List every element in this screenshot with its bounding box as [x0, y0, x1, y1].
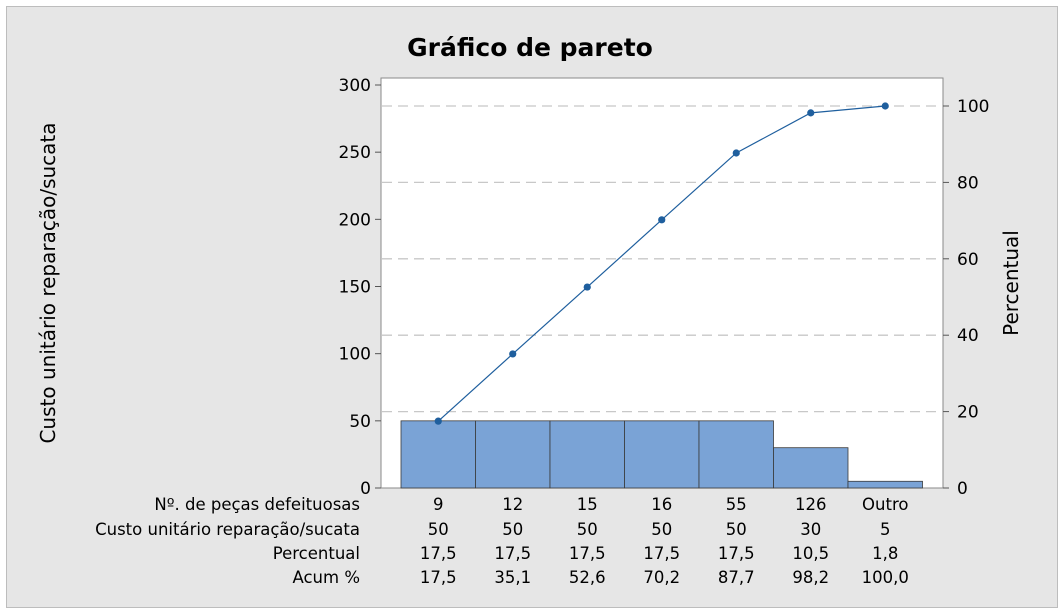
table-cell: 70,2 [643, 568, 680, 587]
table-cell: 50 [651, 520, 672, 539]
table-cell: 17,5 [494, 544, 531, 563]
table-cell: 126 [795, 495, 827, 514]
cumulative-point-15 [583, 283, 591, 291]
y-tick-label: 50 [349, 412, 371, 432]
cumulative-point-126 [807, 109, 815, 117]
table-cell: 1,8 [872, 544, 898, 563]
table-cell: 9 [433, 495, 444, 514]
table-row-label: Custo unitário reparação/sucata [95, 520, 360, 539]
table-cell: 5 [880, 520, 891, 539]
y2-tick-label: 40 [957, 326, 979, 346]
y2-tick-label: 20 [957, 403, 979, 423]
bar-12 [475, 420, 551, 489]
bar-126 [773, 447, 849, 489]
table-cell: 17,5 [718, 544, 755, 563]
table-cell: 98,2 [792, 568, 829, 587]
table-cell: 30 [800, 520, 821, 539]
table-row-label: Percentual [273, 544, 360, 563]
cumulative-point-12 [509, 350, 517, 358]
chart-title: Gráfico de pareto [407, 33, 653, 62]
cumulative-point-9 [434, 417, 442, 425]
y-tick-label: 150 [339, 278, 371, 298]
y2-axis-label: Percentual [999, 230, 1023, 336]
y2-tick-label: 0 [957, 479, 968, 499]
table-cell: Outro [862, 495, 908, 514]
table-cell: 55 [726, 495, 747, 514]
table-cell: 50 [502, 520, 523, 539]
table-cell: 52,6 [569, 568, 606, 587]
y2-tick-label: 60 [957, 250, 979, 270]
table-cell: 17,5 [420, 568, 457, 587]
bar-15 [549, 420, 625, 489]
bar-Outro [847, 480, 923, 489]
table-cell: 10,5 [792, 544, 829, 563]
table-cell: 17,5 [569, 544, 606, 563]
y-axis-label: Custo unitário reparação/sucata [36, 122, 60, 443]
cumulative-point-Outro [881, 102, 889, 110]
cumulative-point-55 [732, 149, 740, 157]
bar-9 [400, 420, 476, 489]
table-cell: 87,7 [718, 568, 755, 587]
y-tick-label: 100 [339, 345, 371, 365]
table-cell: 12 [502, 495, 523, 514]
table-cell: 50 [726, 520, 747, 539]
table-cell: 17,5 [420, 544, 457, 563]
plot-area [380, 77, 944, 489]
table-cell: 35,1 [494, 568, 531, 587]
table-row-label: Nº. de peças defeituosas [154, 495, 360, 514]
bar-16 [624, 420, 700, 489]
table-cell: 50 [428, 520, 449, 539]
y2-tick-label: 100 [957, 97, 989, 117]
y-tick-label: 250 [339, 143, 371, 163]
table-cell: 50 [577, 520, 598, 539]
table-row-label: Acum % [292, 568, 360, 587]
table-cell: 16 [651, 495, 672, 514]
table-cell: 100,0 [862, 568, 909, 587]
y2-tick-label: 80 [957, 173, 979, 193]
cumulative-point-16 [658, 216, 666, 224]
table-cell: 17,5 [643, 544, 680, 563]
bar-55 [698, 420, 774, 489]
y-tick-label: 300 [339, 76, 371, 96]
table-cell: 15 [577, 495, 598, 514]
y-tick-label: 200 [339, 210, 371, 230]
y-tick-label: 0 [360, 479, 371, 499]
